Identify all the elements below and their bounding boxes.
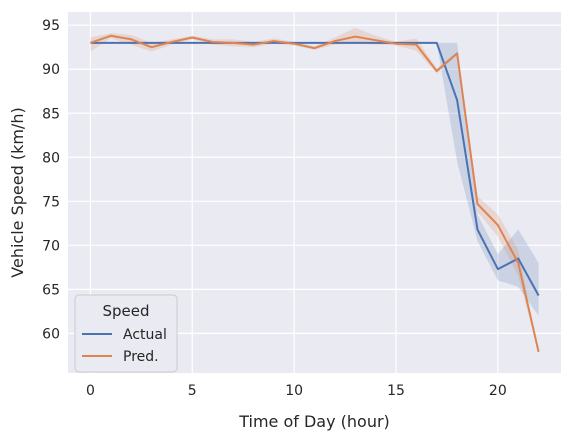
legend-title: Speed: [102, 302, 149, 320]
y-axis-ticks: 60 65 70 75 80 85 90 95: [42, 18, 60, 342]
grid-lines: [68, 12, 561, 373]
x-tick-label: 15: [387, 383, 405, 399]
y-tick-label: 65: [42, 282, 60, 298]
legend-label-actual: Actual: [123, 327, 167, 343]
x-axis-label: Time of Day (hour): [238, 412, 390, 431]
y-tick-label: 60: [42, 326, 60, 342]
x-axis-ticks: 0 5 10 15 20: [86, 383, 507, 399]
y-tick-label: 80: [42, 150, 60, 166]
series-lines: [90, 34, 540, 353]
y-tick-label: 70: [42, 238, 60, 254]
x-tick-label: 20: [489, 383, 507, 399]
x-tick-label: 5: [188, 383, 197, 399]
legend: Speed Actual Pred.: [74, 294, 178, 373]
y-tick-label: 75: [42, 194, 60, 210]
y-tick-label: 85: [42, 106, 60, 122]
x-tick-label: 0: [86, 383, 95, 399]
legend-label-pred: Pred.: [123, 349, 159, 365]
y-axis-label: Vehicle Speed (km/h): [8, 107, 27, 277]
legend-box: [74, 294, 178, 373]
x-tick-label: 10: [285, 383, 303, 399]
y-tick-label: 90: [42, 62, 60, 78]
y-tick-label: 95: [42, 18, 60, 34]
